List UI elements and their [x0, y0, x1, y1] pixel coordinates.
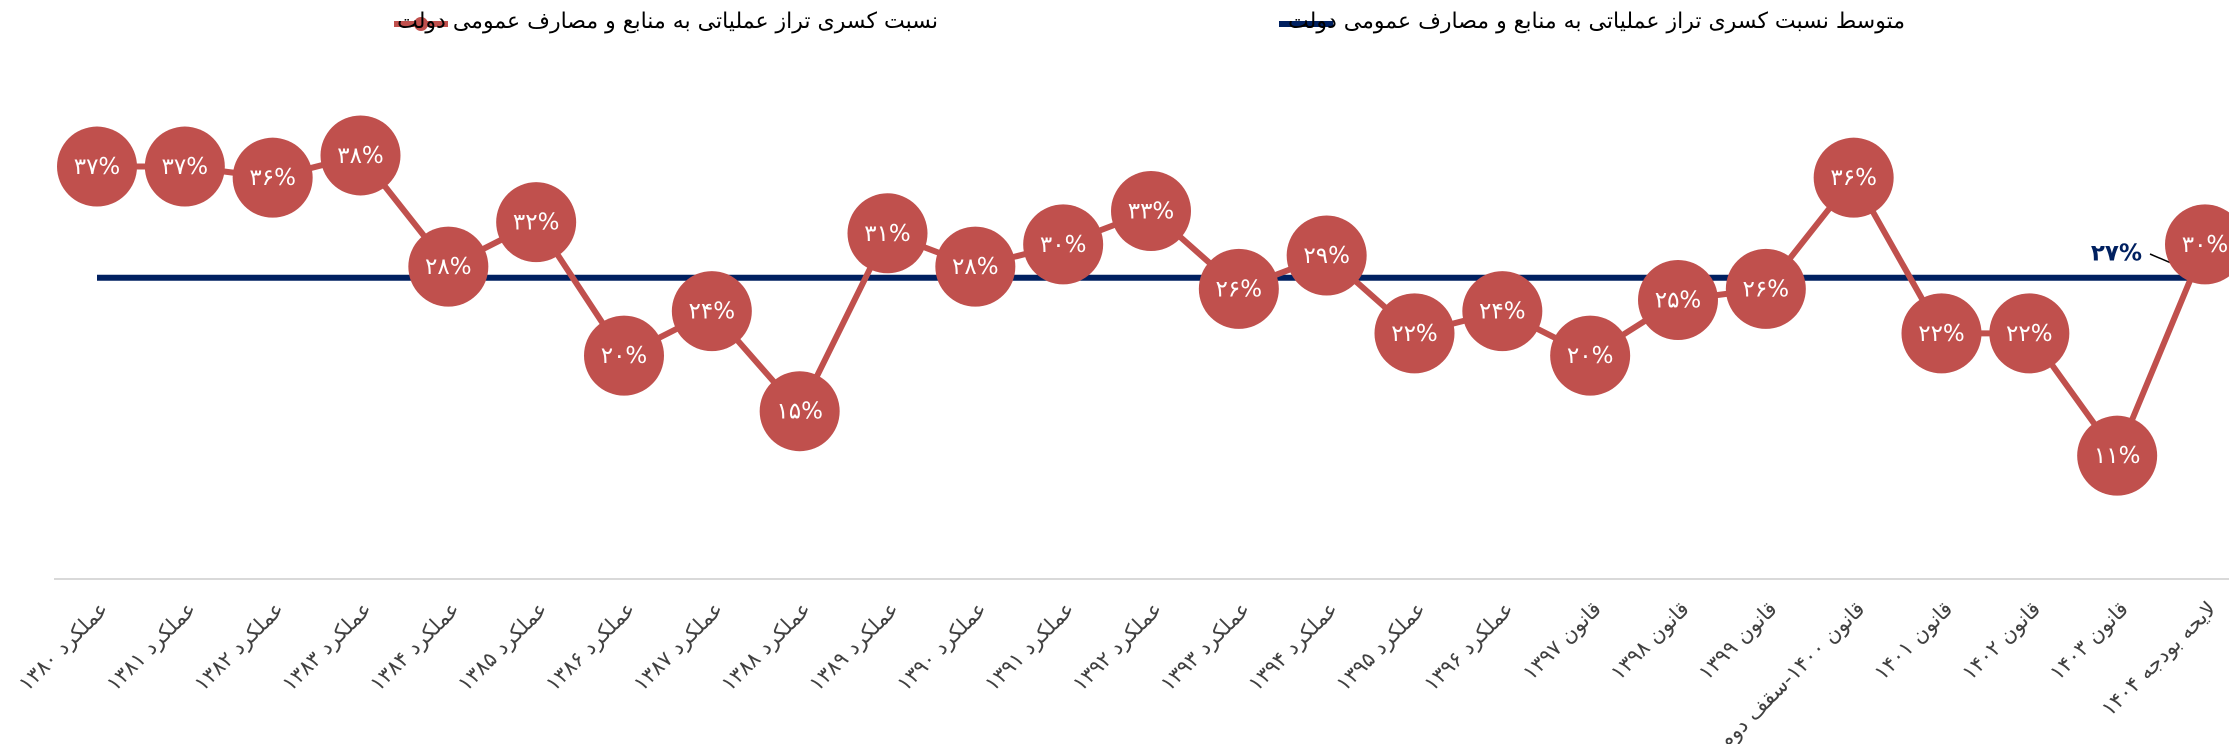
data-point	[232, 137, 313, 218]
data-point	[759, 371, 840, 452]
data-label: ۲۹%	[1303, 243, 1350, 269]
data-point	[1286, 215, 1367, 296]
data-label: ۳۷%	[162, 154, 209, 180]
data-point	[1374, 293, 1455, 374]
data-point	[671, 271, 752, 352]
data-point	[1111, 171, 1191, 252]
x-tick-label: قانون ۱۴۰۱	[1869, 597, 1957, 685]
data-point	[1638, 260, 1718, 340]
x-tick-label: عملکرد ۱۳۸۵	[453, 597, 552, 696]
data-label: ۳۷%	[74, 154, 121, 180]
legend-label: نسبت کسری تراز عملیاتی به منابع و مصارف …	[397, 9, 938, 34]
x-tick-label: عملکرد ۱۳۹۱	[980, 597, 1079, 696]
data-label: ۲۶%	[1743, 276, 1790, 302]
data-label: ۱۵%	[776, 399, 823, 425]
data-point	[320, 115, 401, 196]
data-point	[57, 126, 137, 207]
data-point	[144, 126, 225, 207]
data-label: ۲۶%	[1216, 276, 1263, 302]
average-label: ۲۷%	[2091, 241, 2142, 267]
data-label: ۲۵%	[1655, 288, 1702, 314]
x-tick-label: عملکرد ۱۳۸۸	[716, 597, 815, 696]
x-tick-label: قانون ۱۴۰۲	[1957, 597, 2045, 685]
x-tick-label: عملکرد ۱۳۸۷	[629, 597, 728, 696]
x-tick-label: عملکرد ۱۳۹۲	[1068, 597, 1167, 696]
x-tick-label: عملکرد ۱۳۹۳	[1156, 597, 1255, 696]
data-label: ۳۸%	[337, 143, 384, 169]
x-tick-label: قانون ۱۳۹۹	[1694, 597, 1782, 685]
data-label: ۳۳%	[1128, 199, 1175, 225]
x-tick-label: عملکرد ۱۳۸۱	[102, 597, 201, 696]
data-point	[1901, 293, 1982, 374]
data-label: ۲۴%	[689, 299, 736, 325]
data-label: ۳۱%	[864, 221, 911, 247]
data-point	[1462, 271, 1543, 352]
x-tick-label: عملکرد ۱۳۸۲	[189, 597, 288, 696]
x-tick-label: عملکرد ۱۳۹۴	[1243, 597, 1342, 696]
x-tick-label: عملکرد ۱۳۸۶	[541, 597, 640, 696]
data-label: ۲۸%	[425, 254, 472, 280]
data-point	[1813, 137, 1894, 218]
legend-marker	[414, 17, 428, 31]
data-label: ۳۰%	[2182, 232, 2229, 258]
x-tick-label: عملکرد ۱۳۹۵	[1331, 597, 1430, 696]
data-point	[935, 226, 1016, 307]
data-point	[1023, 204, 1104, 285]
data-label: ۳۲%	[513, 210, 560, 236]
data-label: ۳۶%	[249, 165, 296, 191]
x-tick-label: عملکرد ۱۳۸۳	[277, 597, 376, 696]
data-label: ۱۱%	[2094, 443, 2141, 469]
data-label: ۲۰%	[1567, 343, 1614, 369]
data-point	[2165, 204, 2229, 285]
x-tick-label: عملکرد ۱۳۸۰	[14, 597, 113, 696]
data-label: ۲۲%	[1918, 321, 1965, 347]
data-point	[847, 193, 928, 274]
data-point	[584, 315, 664, 396]
data-point	[1550, 315, 1631, 396]
data-point	[408, 226, 489, 307]
data-label: ۲۴%	[1479, 299, 1526, 325]
x-tick-label: قانون ۱۳۹۷	[1518, 597, 1606, 685]
data-label: ۲۲%	[2006, 321, 2053, 347]
data-point	[1725, 248, 1806, 329]
data-label: ۲۸%	[952, 254, 999, 280]
x-tick-label: عملکرد ۱۳۹۶	[1419, 597, 1518, 696]
data-point	[1989, 293, 2070, 374]
x-tick-label: عملکرد ۱۳۹۰	[892, 597, 991, 696]
data-point	[496, 182, 577, 263]
data-label: ۳۶%	[1830, 165, 1877, 191]
data-point	[1198, 248, 1279, 329]
x-tick-label: عملکرد ۱۳۸۹	[804, 597, 903, 696]
legend-label: متوسط نسبت کسری تراز عملیاتی به منابع و …	[1288, 9, 1905, 34]
x-tick-label: قانون ۱۴۰۰-سقف دوم	[1713, 597, 1869, 744]
data-label: ۲۲%	[1391, 321, 1438, 347]
data-point	[2077, 415, 2158, 496]
x-tick-label: قانون ۱۳۹۸	[1606, 597, 1694, 685]
data-label: ۲۰%	[601, 343, 648, 369]
data-label: ۳۰%	[1040, 232, 1087, 258]
x-tick-label: قانون ۱۴۰۳	[2045, 597, 2133, 685]
x-tick-label: عملکرد ۱۳۸۴	[365, 597, 464, 696]
